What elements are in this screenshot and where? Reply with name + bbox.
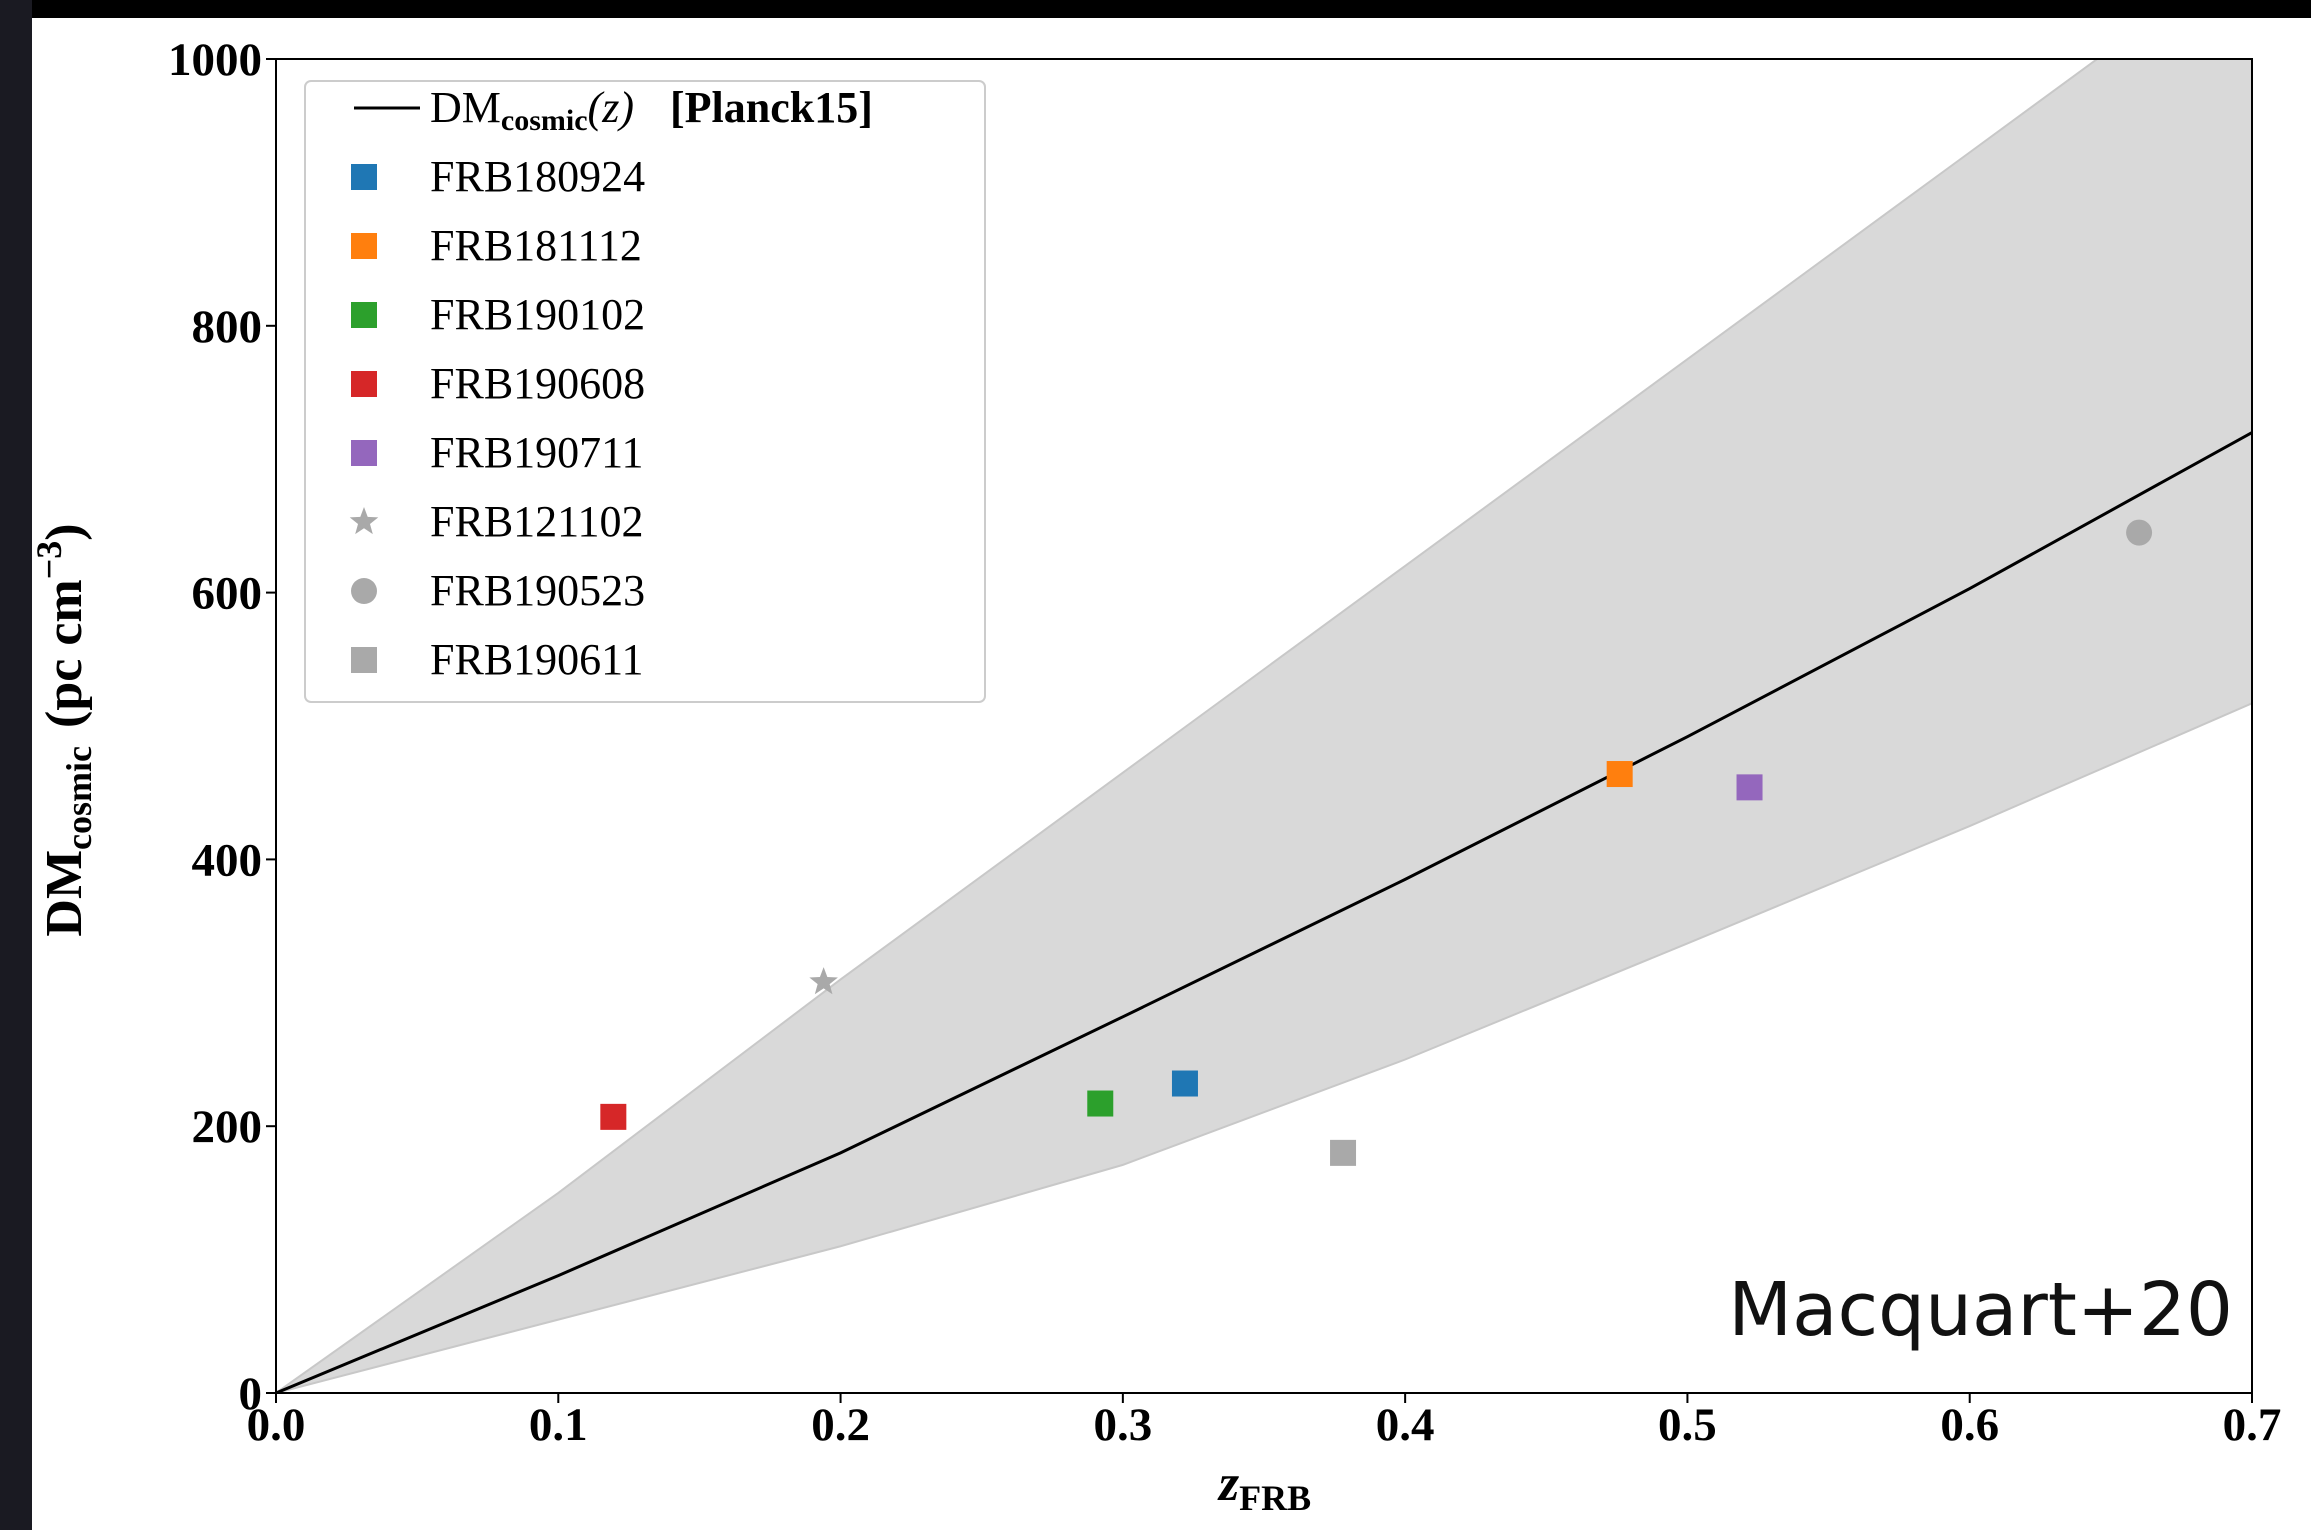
marker [351,440,377,466]
marker [600,1103,627,1130]
marker [2126,519,2153,546]
x-label-sub: FRB [1239,1478,1311,1518]
x-tick-label: 0.1 [529,1399,588,1451]
marker [351,302,377,328]
x-tick-label: 0.6 [1940,1399,1999,1451]
marker [351,578,377,604]
y-label-main: DM [36,850,93,937]
annotation: Macquart+20 [1728,1267,2233,1353]
y-tick-label: 1000 [168,34,262,86]
x-tick-label: 0.3 [1093,1399,1152,1451]
x-axis-label: zFRB [1217,1455,1311,1518]
marker [351,647,377,673]
legend-label: FRB181112 [430,221,642,270]
legend-label: FRB121102 [430,497,644,546]
y-label-sub: cosmic [59,746,99,850]
legend-label: FRB190608 [430,359,645,408]
y-label-close: ) [36,523,93,540]
legend-label: FRB190102 [430,290,645,339]
x-tick-label: 0.5 [1658,1399,1717,1451]
legend-label: FRB180924 [430,152,645,201]
legend-box [304,80,986,703]
y-axis-label: DMcosmic (pc cm−3) [29,523,99,936]
y-tick-label: 0 [239,1368,263,1420]
marker [809,967,838,995]
legend-label-arg: (z) [588,83,634,132]
plot-area [276,59,2252,1393]
y-tick-label: 200 [192,1101,263,1153]
y-tick-label: 800 [192,301,263,353]
marker [351,233,377,259]
marker [1606,761,1633,788]
top-band [0,0,2311,18]
legend-label: FRB190711 [430,428,644,477]
legend-label-main: DM [430,83,501,132]
y-label-sup: −3 [29,541,69,580]
x-tick-label: 0.0 [247,1399,306,1451]
x-tick-label: 0.7 [2223,1399,2282,1451]
legend-label: FRB190523 [430,566,645,615]
legend-label-sub: cosmic [501,104,588,137]
axes-frame [275,58,2253,1394]
uncertainty-band [276,59,2252,1393]
marker [351,164,377,190]
marker [1736,774,1763,801]
model-line [276,431,2252,1393]
x-tick-label: 0.2 [811,1399,870,1451]
legend: DMcosmic(z) [Planck15] FRB180924 FRB181112 F… [304,80,986,703]
x-tick-label: 0.4 [1376,1399,1435,1451]
marker [1171,1070,1198,1097]
marker [351,371,377,397]
marker [1330,1139,1357,1166]
x-label-main: z [1217,1455,1240,1512]
legend-label: DMcosmic(z) [Planck15] [430,83,873,137]
left-band [0,0,32,1530]
legend-label: FRB190611 [430,635,644,684]
legend-label-tag: [Planck15] [670,83,873,132]
y-label-unit: (pc cm [36,579,93,728]
axes: 0.0 0.1 0.2 0.3 0.4 0.5 0.6 0.7 0 200 400 600 800 100… [168,34,2281,1451]
marker [349,507,379,535]
y-tick-label: 400 [192,834,263,886]
marker [1087,1090,1114,1117]
y-tick-label: 600 [192,568,263,620]
